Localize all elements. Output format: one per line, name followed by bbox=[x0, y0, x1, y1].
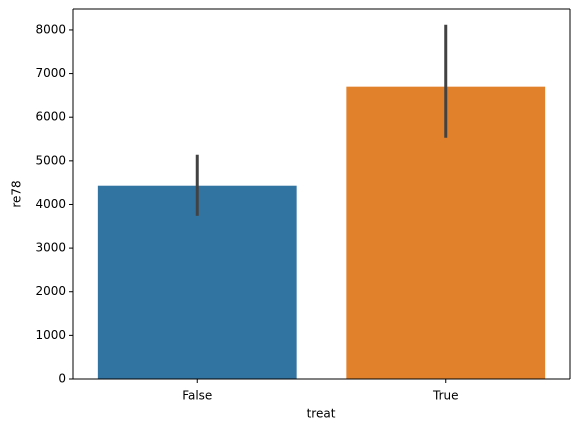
y-tick-label: 1000 bbox=[35, 328, 66, 342]
y-tick-label: 7000 bbox=[35, 66, 66, 80]
y-tick-label: 8000 bbox=[35, 22, 66, 36]
bar bbox=[97, 185, 297, 379]
x-tick-label: False bbox=[182, 389, 212, 403]
y-tick-label: 4000 bbox=[35, 197, 66, 211]
y-tick-label: 0 bbox=[58, 372, 66, 386]
y-tick-label: 2000 bbox=[35, 284, 66, 298]
y-tick-label: 5000 bbox=[35, 153, 66, 167]
y-tick-label: 6000 bbox=[35, 110, 66, 124]
y-tick-label: 3000 bbox=[35, 241, 66, 255]
x-axis-label: treat bbox=[307, 407, 336, 421]
x-tick-label: True bbox=[432, 389, 459, 403]
y-axis-label: re78 bbox=[10, 180, 24, 207]
